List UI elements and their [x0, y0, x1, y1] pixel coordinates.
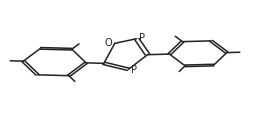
- Text: O: O: [105, 38, 113, 48]
- Text: P: P: [139, 33, 145, 43]
- Text: P: P: [131, 65, 137, 75]
